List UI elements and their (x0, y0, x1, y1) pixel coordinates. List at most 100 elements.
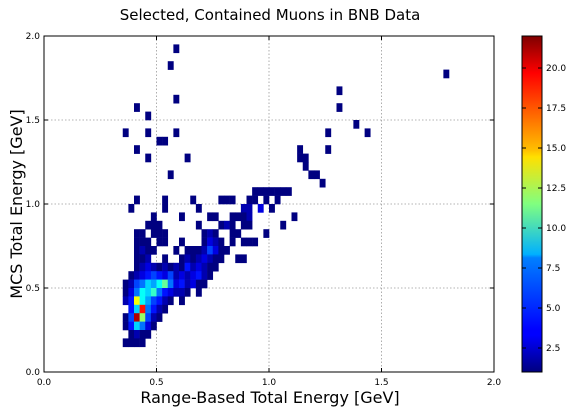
heatmap-cell (162, 204, 169, 213)
heatmap-cell (134, 321, 140, 331)
heatmap-cell (145, 321, 152, 331)
heatmap-cell (179, 212, 185, 222)
heatmap-cell (162, 279, 169, 289)
heatmap-cell (179, 279, 185, 289)
heatmap-cell (195, 204, 202, 213)
heatmap-cell (252, 195, 259, 205)
heatmap-cell (145, 254, 152, 264)
heatmap-cell (167, 296, 174, 306)
heatmap-cell (173, 94, 180, 104)
heatmap-cell (156, 304, 163, 314)
heatmap-cell (167, 288, 174, 297)
heatmap-cell (336, 103, 343, 112)
y-axis-label: MCS Total Energy [GeV] (7, 109, 26, 298)
heatmap-cell (179, 237, 185, 247)
heatmap-cell (139, 237, 146, 247)
heatmap-cell (246, 195, 253, 205)
heatmap-cell (325, 145, 332, 154)
heatmap-cell (314, 170, 320, 180)
heatmap-cell (336, 86, 343, 96)
heatmap-cell (218, 220, 225, 230)
heatmap-cell (128, 271, 135, 280)
heatmap-cell (167, 262, 174, 272)
heatmap-cell (139, 304, 146, 314)
heatmap-cell (145, 313, 152, 322)
heatmap-cell (274, 195, 281, 205)
heatmap-cell (156, 271, 163, 280)
heatmap-cell (150, 279, 157, 289)
heatmap-cell (134, 313, 140, 322)
heatmap-cell (257, 204, 264, 213)
heatmap-cell (201, 229, 208, 238)
heatmap-cell (201, 237, 208, 247)
heatmap-cell (150, 262, 157, 272)
heatmap-cell (145, 220, 152, 230)
heatmap-cell (246, 220, 253, 230)
heatmap-cell (207, 271, 214, 280)
heatmap-cell (134, 145, 140, 154)
colorbar-tick-label: 7.5 (546, 264, 560, 274)
heatmap-cell (195, 220, 202, 230)
heatmap-cell (156, 229, 163, 238)
axis-ticks: 0.0 0.5 1.0 1.5 2.0 0.0 0.5 1.0 1.5 2.0 (26, 32, 502, 388)
heatmap-cell (201, 246, 208, 255)
heatmap-cell (139, 330, 146, 339)
heatmap-cell (201, 254, 208, 264)
heatmap-cell (122, 279, 129, 289)
heatmap-cell (139, 279, 146, 289)
x-tick-label: 1.0 (262, 378, 277, 388)
heatmap-cell (218, 246, 225, 255)
heatmap-cell (134, 304, 140, 314)
heatmap-cell (139, 321, 146, 331)
heatmap-cell (173, 271, 180, 280)
heatmap-cell (212, 229, 219, 238)
chart-title: Selected, Contained Muons in BNB Data (120, 6, 421, 24)
heatmap-cell (134, 330, 140, 339)
heatmap-cell (145, 279, 152, 289)
heatmap-cell (179, 271, 185, 280)
heatmap-cell (156, 288, 163, 297)
heatmap-cell (122, 338, 129, 348)
heatmap-cell (207, 262, 214, 272)
heatmap-cell (184, 288, 191, 297)
heatmap-cell (252, 187, 259, 196)
heatmap-cell (134, 237, 140, 247)
heatmap-cell (184, 254, 191, 264)
heatmap-cell (240, 204, 247, 213)
heatmap-cell (134, 254, 140, 264)
heatmap-cell (156, 262, 163, 272)
heatmap-cell (207, 229, 214, 238)
heatmap-cell (150, 271, 157, 280)
heatmap-cell (134, 279, 140, 289)
heatmap-cell (162, 136, 169, 146)
heatmap-cell (139, 229, 146, 238)
heatmap-cell (224, 195, 230, 205)
colorbar-tick-label: 10.0 (546, 224, 566, 234)
heatmap-cell (150, 212, 157, 222)
x-tick-label: 0.0 (37, 378, 52, 388)
heatmap-cell (184, 246, 191, 255)
heatmap-cell (145, 288, 152, 297)
heatmap-cell (224, 246, 230, 255)
heatmap-cell (207, 237, 214, 247)
heatmap-cell (134, 246, 140, 255)
heatmap-cell (201, 262, 208, 272)
heatmap-cell (325, 128, 332, 138)
heatmap-cell (162, 262, 169, 272)
heatmap-cell (201, 279, 208, 289)
heatmap-cell (122, 288, 129, 297)
heatmap-cell (122, 321, 129, 331)
y-tick-label: 1.5 (26, 116, 40, 126)
heatmap-cell (235, 229, 242, 238)
heatmap-cell (297, 145, 304, 154)
heatmap-cell (156, 220, 163, 230)
heatmap-cell (156, 237, 163, 247)
heatmap-cell (302, 153, 309, 163)
heatmap-cell (134, 271, 140, 280)
heatmap-cell (145, 153, 152, 163)
heatmap-cell (240, 220, 247, 230)
heatmap-cell (156, 296, 163, 306)
heatmap-cell (212, 246, 219, 255)
heatmap-cell (162, 229, 169, 238)
